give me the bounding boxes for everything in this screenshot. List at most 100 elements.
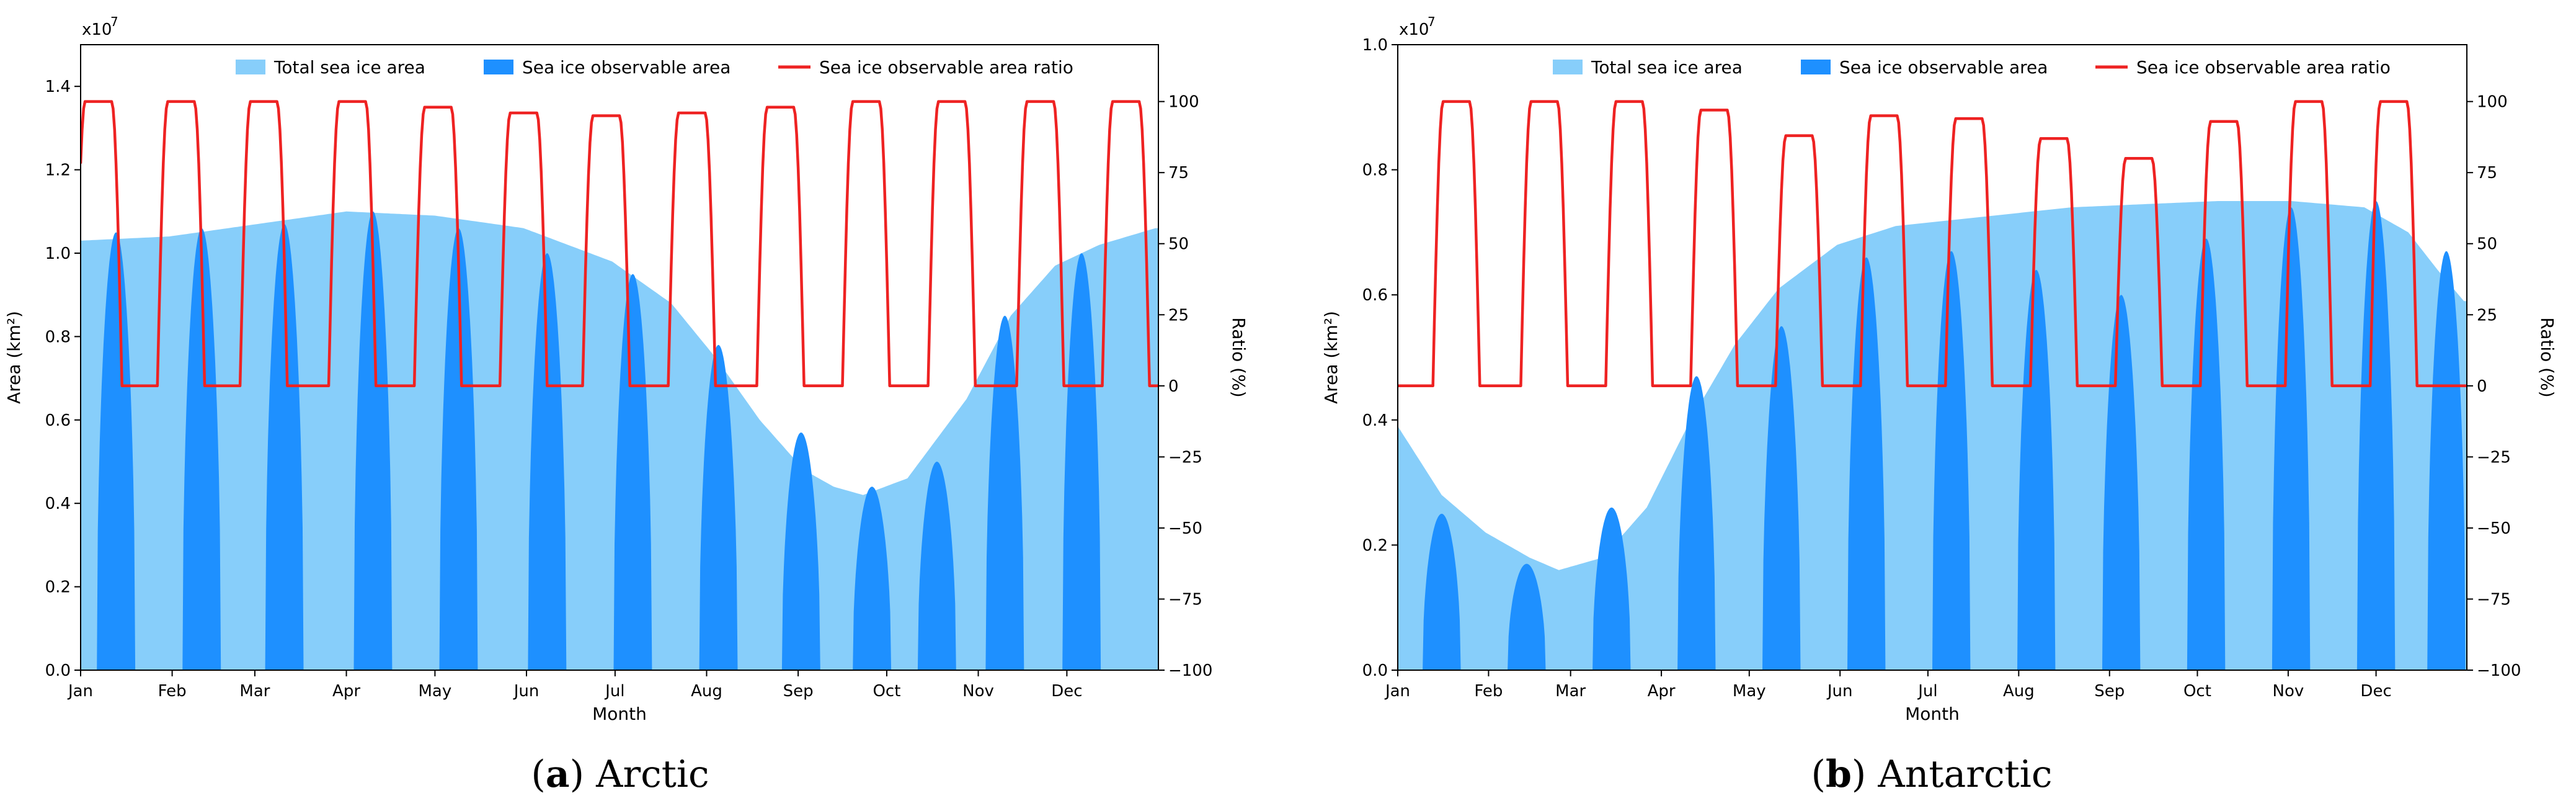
- x-tick-label: Dec: [2360, 682, 2391, 701]
- x-tick-label: Dec: [1051, 682, 1082, 701]
- legend-label-ratio: Sea ice observable area ratio: [2136, 57, 2391, 78]
- y2-tick-label: −25: [1168, 448, 1202, 467]
- y-tick-label: 0.4: [45, 495, 71, 513]
- observable-area-hump: [1592, 507, 1631, 670]
- y-tick-label: 0.8: [45, 328, 71, 346]
- caption-text: Arctic: [595, 753, 709, 796]
- plot-area: [1398, 100, 2467, 670]
- observable-area-hump: [2356, 201, 2396, 670]
- x-tick-label: Oct: [873, 682, 900, 701]
- x-tick-label: Aug: [2003, 682, 2035, 701]
- observable-area-hump: [2427, 251, 2466, 670]
- observable-area-hump: [439, 228, 478, 670]
- observable-area-hump: [1677, 376, 1716, 670]
- y2-tick-label: −50: [2477, 519, 2511, 538]
- y-tick-label: 1.4: [45, 78, 71, 96]
- x-tick-label: Apr: [1648, 682, 1676, 701]
- legend-swatch-total: [236, 60, 265, 74]
- observable-area-hump: [2017, 269, 2056, 670]
- observable-area-hump: [917, 462, 956, 670]
- x-tick-label: Feb: [158, 682, 187, 701]
- y-tick-label: 0.2: [45, 578, 71, 597]
- x-tick-label: May: [1733, 682, 1766, 701]
- y-scale-label: x10: [82, 20, 112, 39]
- caption-paren-close: ): [1852, 753, 1878, 796]
- x-axis-label: Month: [1905, 704, 1960, 724]
- y2-tick-label: −75: [1168, 590, 1202, 609]
- observable-area-hump: [2272, 207, 2311, 670]
- x-tick-label: Jul: [604, 682, 624, 701]
- x-tick-label: Nov: [2273, 682, 2304, 701]
- y2-tick-label: 0: [2477, 377, 2487, 396]
- x-tick-label: Jun: [513, 682, 540, 701]
- legend-label-ratio: Sea ice observable area ratio: [819, 57, 1073, 78]
- y2-tick-label: 25: [2477, 306, 2497, 325]
- observable-area-ratio-line: [1398, 100, 2467, 388]
- y-tick-label: 0.2: [1362, 536, 1388, 555]
- x-tick-label: Feb: [1474, 682, 1503, 701]
- caption-paren-open: (: [1811, 753, 1826, 796]
- plot-area: [81, 100, 1158, 670]
- y2-tick-label: −100: [1168, 661, 1212, 680]
- observable-area-hump: [699, 344, 738, 670]
- y2-tick-label: 50: [2477, 235, 2497, 254]
- y-tick-label: 0.4: [1362, 411, 1388, 430]
- panel-a: 0.0 0.2 0.4 0.6 0.8 1.0 1.2 1.4 −100 −75 −50 −25 0 25…: [4, 14, 1249, 796]
- observable-area-hump: [97, 232, 136, 670]
- observable-area-hump: [265, 224, 304, 670]
- y-tick-label: 0.0: [45, 661, 71, 680]
- y2-tick-label: 75: [2477, 164, 2497, 182]
- caption-letter: a: [546, 753, 570, 796]
- observable-area-hump: [985, 315, 1024, 670]
- observable-area-hump: [1423, 514, 1461, 670]
- caption-paren-close: ): [570, 753, 596, 796]
- x-tick-label: Oct: [2183, 682, 2211, 701]
- y2-tick-label: −25: [2477, 448, 2511, 467]
- legend-label-total: Total sea ice area: [273, 57, 425, 78]
- y2-tick-label: 100: [2477, 93, 2508, 112]
- legend: Total sea ice area Sea ice observable are…: [1553, 57, 2391, 78]
- observable-area-hump: [1762, 326, 1801, 670]
- observable-area-hump: [2187, 238, 2226, 670]
- x-axis-label: Month: [592, 704, 647, 724]
- observable-area-hump: [853, 486, 892, 670]
- x-tick-label: Sep: [2094, 682, 2125, 701]
- panel-b: 0.0 0.2 0.4 0.6 0.8 1.0 −100 −75 −50 −25 0 25 50 75 10…: [1321, 14, 2557, 796]
- observable-area-hump: [613, 274, 652, 670]
- y2-axis-label: Ratio (%): [2537, 317, 2557, 397]
- legend-label-observable: Sea ice observable area: [522, 57, 731, 78]
- axes-frame: [80, 44, 1159, 671]
- axes-frame: [1397, 44, 2467, 671]
- x-tick-label: Nov: [962, 682, 994, 701]
- y-tick-label: 0.6: [1362, 286, 1388, 305]
- y-axis-label: Area (km²): [1321, 311, 1341, 404]
- panel-caption: (a) Arctic: [531, 753, 709, 796]
- legend-swatch-observable: [1801, 60, 1831, 74]
- observable-area-hump: [353, 211, 393, 670]
- y-tick-label: 1.2: [45, 161, 71, 180]
- x-tick-label: Jan: [67, 682, 93, 701]
- observable-area-ratio-line: [81, 100, 1158, 388]
- legend-swatch-total: [1553, 60, 1583, 74]
- observable-area-hump: [1932, 251, 1971, 670]
- x-tick-label: Aug: [691, 682, 722, 701]
- x-tick-label: Jan: [1384, 682, 1410, 701]
- caption-text: Antarctic: [1877, 753, 2052, 796]
- observable-area-hump: [2102, 295, 2141, 670]
- y-tick-label: 0.8: [1362, 161, 1388, 180]
- y-scale-label: x10: [1399, 20, 1429, 39]
- observable-area-hump: [781, 432, 820, 670]
- y-tick-label: 1.0: [1362, 36, 1388, 55]
- y-tick-label: 1.0: [45, 244, 71, 263]
- y2-tick-label: 75: [1168, 164, 1189, 182]
- x-tick-label: Sep: [783, 682, 814, 701]
- y2-tick-label: 100: [1168, 93, 1199, 112]
- y2-tick-label: −75: [2477, 590, 2511, 609]
- y2-tick-label: −50: [1168, 519, 1202, 538]
- observable-area-hump: [1847, 257, 1886, 670]
- x-tick-label: May: [419, 682, 452, 701]
- y-axis-label: Area (km²): [4, 311, 24, 404]
- observable-area-hump: [1508, 563, 1546, 670]
- y2-axis-label: Ratio (%): [1228, 317, 1249, 397]
- caption-paren-open: (: [531, 753, 545, 796]
